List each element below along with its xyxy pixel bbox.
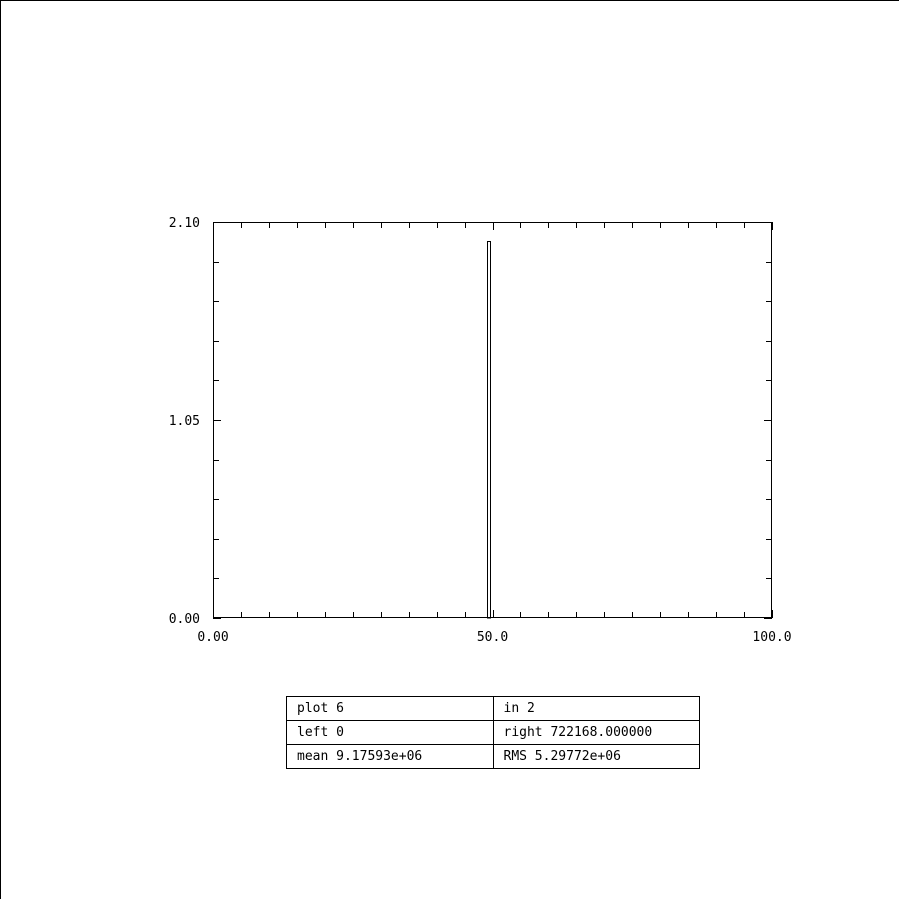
histogram-bar [487, 241, 491, 619]
entries-cell: in 2 [492, 696, 700, 721]
stats-row: mean 9.17593e+06 RMS 5.29772e+06 [286, 744, 700, 769]
y-tick-label: 2.10 [169, 216, 200, 231]
stats-row: plot 6 in 2 [286, 696, 700, 721]
y-tick-label: 1.05 [169, 414, 200, 429]
x-tick-label: 50.0 [477, 630, 508, 645]
plot-id-cell: plot 6 [286, 696, 494, 721]
rms-cell: RMS 5.29772e+06 [492, 744, 700, 769]
y-tick-label: 0.00 [169, 612, 200, 627]
stats-row: left 0 right 722168.000000 [286, 720, 700, 745]
stats-table: plot 6 in 2 left 0 right 722168.000000 m… [286, 696, 700, 769]
mean-cell: mean 9.17593e+06 [286, 744, 494, 769]
plot-frame [213, 222, 772, 618]
x-tick-label: 100.0 [752, 630, 791, 645]
x-tick-label: 0.00 [197, 630, 228, 645]
left-overflow-cell: left 0 [286, 720, 494, 745]
right-overflow-cell: right 722168.000000 [492, 720, 700, 745]
